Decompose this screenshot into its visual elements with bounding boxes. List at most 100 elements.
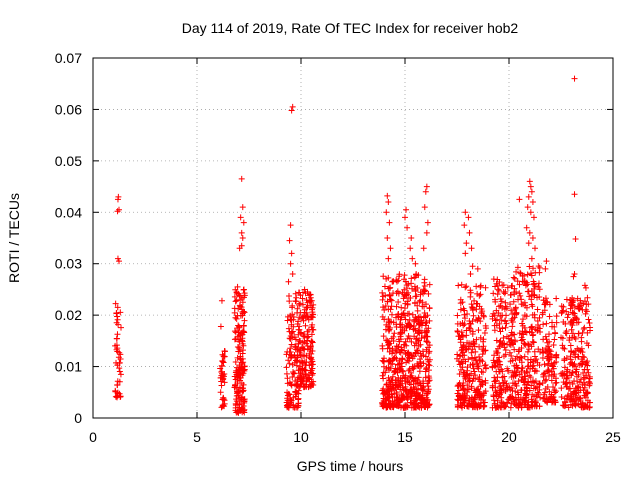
data-point (525, 399, 532, 406)
data-point (585, 316, 592, 323)
data-point (520, 316, 527, 323)
data-point (497, 337, 504, 344)
data-point (291, 352, 298, 359)
data-point (563, 354, 570, 361)
data-point (558, 303, 565, 310)
data-point (498, 298, 505, 305)
data-point (454, 320, 461, 327)
data-point (496, 358, 503, 365)
data-point (116, 378, 123, 385)
data-point (522, 302, 529, 309)
data-point (404, 393, 411, 400)
data-point (114, 196, 121, 203)
data-point (420, 286, 427, 293)
data-point (287, 345, 294, 352)
data-point (566, 334, 573, 341)
data-point (402, 316, 409, 323)
data-point (231, 293, 238, 300)
data-point (379, 342, 386, 349)
data-point (464, 403, 471, 410)
data-point (426, 377, 433, 384)
data-point (385, 323, 392, 330)
data-point (299, 366, 306, 373)
data-point (537, 394, 544, 401)
data-point (530, 265, 537, 272)
data-point (571, 271, 578, 277)
data-point (517, 394, 524, 401)
data-point (457, 306, 464, 313)
data-point (396, 399, 403, 406)
data-point (480, 369, 487, 376)
data-point (539, 311, 546, 318)
data-point (573, 373, 580, 380)
data-point (570, 362, 577, 369)
data-point (297, 370, 304, 377)
data-point (545, 357, 552, 364)
data-point (117, 351, 124, 358)
data-point (569, 380, 576, 387)
data-point (114, 331, 121, 338)
data-point (548, 377, 555, 384)
data-point (454, 401, 461, 408)
data-point (490, 290, 497, 297)
data-point (495, 358, 502, 365)
data-point (473, 283, 480, 290)
data-point (477, 402, 484, 409)
y-tick-label: 0.01 (55, 359, 82, 375)
data-point (118, 324, 125, 331)
data-point (407, 323, 414, 330)
data-point (517, 354, 524, 361)
data-point (299, 295, 306, 302)
data-point (489, 313, 496, 320)
data-point (416, 393, 423, 400)
x-tick-label: 25 (605, 429, 621, 445)
data-point (393, 389, 400, 396)
data-point (568, 301, 575, 308)
data-point (478, 378, 485, 385)
data-point (422, 353, 429, 360)
data-point (289, 103, 296, 110)
data-point (303, 304, 310, 311)
data-point (458, 394, 465, 401)
data-point (403, 359, 410, 366)
data-point (289, 334, 296, 341)
data-point (531, 292, 538, 299)
y-tick-label: 0.04 (55, 204, 82, 220)
data-point (529, 235, 536, 241)
data-point (564, 383, 571, 390)
data-point (521, 340, 528, 347)
data-point (232, 358, 239, 365)
data-point (479, 358, 486, 365)
data-point (412, 350, 419, 357)
data-point (399, 326, 406, 333)
data-point (568, 393, 575, 400)
data-point (419, 392, 426, 399)
data-point (514, 264, 521, 271)
data-point (508, 393, 515, 400)
data-point (380, 273, 387, 280)
data-point (524, 288, 531, 295)
data-point (299, 345, 306, 352)
data-point (530, 339, 537, 346)
data-point (489, 384, 496, 391)
data-point (306, 292, 313, 299)
data-point (466, 395, 473, 402)
data-point (413, 404, 420, 411)
data-point (287, 222, 294, 229)
data-point (528, 382, 535, 389)
data-point (529, 338, 536, 345)
data-point (553, 313, 560, 320)
data-point (467, 271, 474, 277)
data-point (543, 376, 550, 383)
data-point (513, 268, 520, 275)
data-point (409, 255, 416, 262)
chart-title: Day 114 of 2019, Rate Of TEC Index for r… (182, 20, 519, 36)
data-point (400, 310, 407, 317)
data-point (297, 309, 304, 316)
data-point (235, 323, 242, 330)
data-point (113, 342, 120, 349)
data-point (468, 370, 475, 377)
data-point (580, 326, 587, 333)
data-point (544, 339, 551, 346)
